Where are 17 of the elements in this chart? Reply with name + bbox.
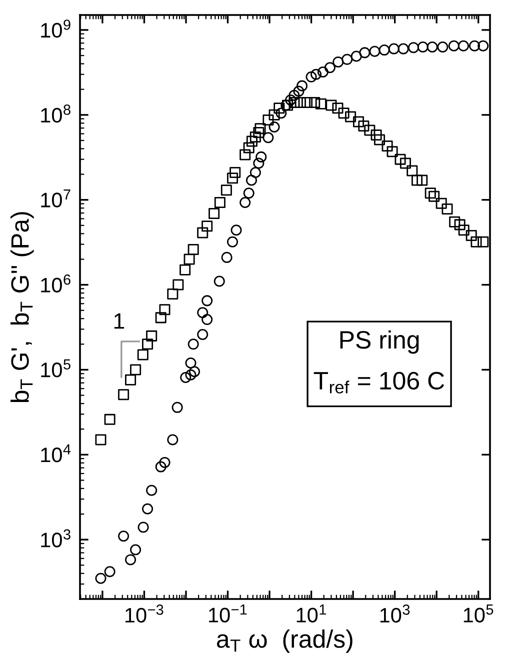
y-tick-label: 10$^{7}$ (41, 189, 70, 208)
y-tick-label: 10$^{9}$ (41, 20, 70, 38)
annotation: PS ring (340, 330, 419, 354)
y-tick-label: 10$^{8}$ (41, 104, 70, 123)
y-tick-label: 10$^{3}$ (41, 529, 70, 548)
annotation: T$_{ref}$ = 106 C (314, 372, 444, 394)
x-tick-label: 10$^{1}$ (296, 604, 326, 622)
x-tick-label: 10$^{−1}$ (209, 604, 247, 622)
x-tick-label: 10$^{5}$ (464, 604, 494, 622)
x-tick-label: 10$^{−3}$ (125, 604, 164, 623)
y-tick-label: 10$^{5}$ (41, 359, 70, 378)
x-tick-label: 10$^{3}$ (380, 604, 410, 623)
y-axis-title: b$_{T}$ G', b$_{T}$ G'' (Pa) (10, 212, 34, 402)
annotation: 1 (114, 313, 124, 329)
y-tick-label: 10$^{4}$ (41, 444, 71, 462)
y-tick-label: 10$^{6}$ (41, 274, 70, 293)
x-axis-title: a$_{T}$ ω (rad/s) (216, 630, 352, 653)
